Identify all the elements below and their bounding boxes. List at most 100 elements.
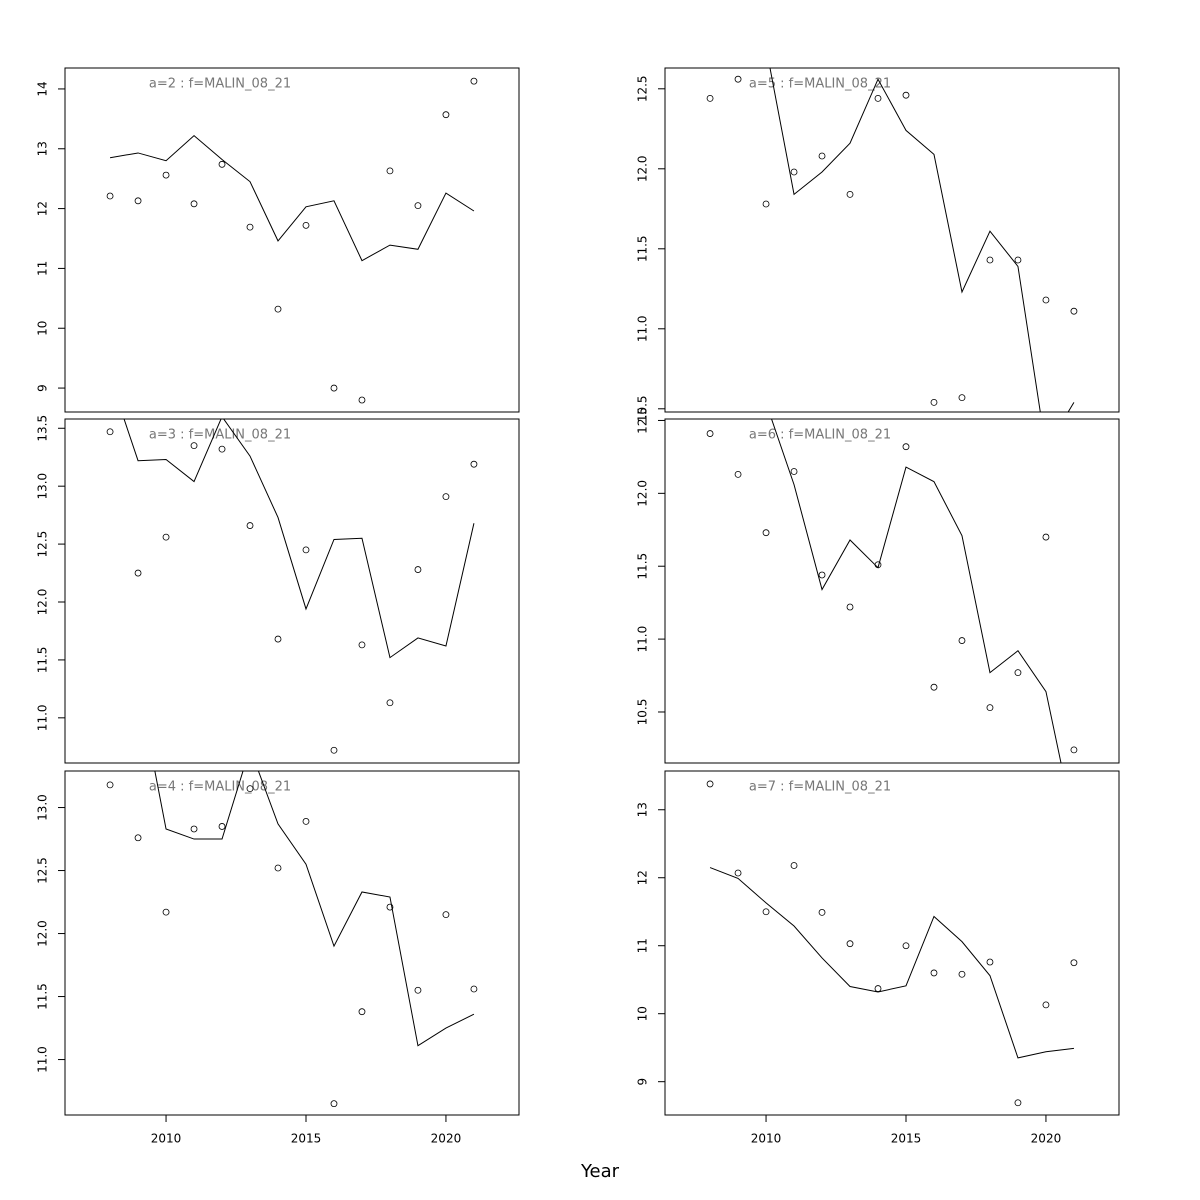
- x-tick-label: 2015: [291, 1132, 322, 1146]
- panel-title: a=7 : f=MALIN_08_21: [749, 780, 891, 795]
- plot-area: [106, 771, 478, 1108]
- observed-point: [218, 445, 226, 453]
- plot-area: [106, 77, 478, 404]
- observed-point: [706, 95, 714, 102]
- y-tick-label: 12.5: [636, 75, 650, 102]
- y-tick-label: 13.5: [36, 415, 50, 442]
- observed-point: [162, 533, 170, 541]
- observed-point: [442, 911, 450, 919]
- y-tick-label: 11.5: [636, 553, 650, 580]
- observed-point: [986, 256, 994, 264]
- observed-point: [330, 384, 338, 392]
- x-tick-label: 2020: [431, 1132, 462, 1146]
- panel-title: a=3 : f=MALIN_08_21: [149, 428, 291, 443]
- observed-point: [134, 834, 142, 842]
- y-tick-label: 12.0: [636, 480, 650, 507]
- observed-point: [958, 394, 966, 402]
- observed-point: [734, 75, 742, 83]
- observed-point: [846, 940, 854, 948]
- observed-point: [986, 704, 994, 712]
- observed-point: [818, 909, 826, 916]
- observed-point: [790, 862, 798, 869]
- y-tick-label: 10.5: [636, 699, 650, 726]
- observed-point: [874, 95, 882, 102]
- observed-point: [134, 569, 142, 577]
- observed-point: [1042, 533, 1050, 541]
- observed-point: [846, 190, 854, 198]
- observed-point: [470, 985, 478, 993]
- y-tick-label: 10: [636, 1006, 650, 1021]
- observed-point: [274, 864, 282, 872]
- panel-frame: [64, 770, 520, 1116]
- fitted-line: [769, 68, 1075, 412]
- y-tick-label: 13.0: [36, 473, 50, 500]
- y-tick-label: 14: [36, 81, 50, 96]
- observed-point: [246, 522, 254, 529]
- observed-point: [246, 223, 254, 231]
- observed-point: [846, 603, 854, 611]
- observed-point: [106, 192, 114, 200]
- observed-point: [218, 160, 226, 168]
- plot-area: [706, 68, 1078, 412]
- panel-title: a=4 : f=MALIN_08_21: [149, 780, 291, 795]
- observed-point: [274, 635, 282, 643]
- y-tick-label: 12.5: [636, 407, 650, 434]
- observed-point: [330, 1100, 338, 1108]
- observed-point: [274, 305, 282, 313]
- fitted-line: [771, 419, 1062, 763]
- observed-point: [930, 398, 938, 406]
- y-tick-label: 11.0: [636, 626, 650, 653]
- observed-point: [902, 91, 910, 99]
- y-tick-label: 11.5: [636, 235, 650, 262]
- observed-point: [818, 152, 826, 160]
- observed-point: [246, 785, 254, 793]
- observed-point: [874, 985, 882, 992]
- observed-point: [818, 571, 826, 579]
- observed-point: [958, 970, 966, 978]
- observed-point: [1014, 256, 1022, 264]
- observed-point: [358, 1008, 366, 1016]
- y-tick-label: 11.0: [36, 704, 50, 731]
- y-tick-label: 12.0: [36, 589, 50, 616]
- panel-frame: [664, 67, 1120, 413]
- y-tick-label: 13: [36, 141, 50, 156]
- x-tick-label: 2010: [751, 1132, 782, 1146]
- observed-point: [386, 903, 394, 911]
- plot-area: [706, 780, 1078, 1107]
- panel-frame: [64, 418, 520, 764]
- observed-point: [706, 430, 714, 437]
- panel-title: a=2 : f=MALIN_08_21: [149, 77, 291, 92]
- observed-point: [790, 168, 798, 176]
- observed-point: [414, 566, 422, 573]
- panel-title: a=6 : f=MALIN_08_21: [749, 428, 891, 443]
- y-tick-label: 12: [36, 201, 50, 216]
- observed-point: [958, 637, 966, 644]
- observed-point: [162, 171, 170, 179]
- y-tick-label: 12.5: [36, 857, 50, 884]
- observed-point: [1014, 1099, 1022, 1107]
- fitted-line: [123, 419, 475, 659]
- observed-point: [986, 958, 994, 966]
- observed-point: [734, 869, 742, 877]
- panel-title: a=5 : f=MALIN_08_21: [749, 77, 891, 92]
- observed-point: [734, 470, 742, 478]
- observed-point: [902, 942, 910, 950]
- fitted-line: [109, 134, 475, 262]
- y-tick-label: 9: [636, 1078, 650, 1086]
- observed-point: [930, 683, 938, 691]
- y-tick-label: 11.0: [36, 1046, 50, 1073]
- observed-point: [874, 561, 882, 569]
- observed-point: [790, 468, 798, 475]
- x-axis-label: Year: [580, 1161, 620, 1182]
- observed-point: [762, 529, 770, 537]
- plot-area: [106, 419, 478, 754]
- observed-point: [442, 111, 450, 119]
- y-tick-label: 10.5: [636, 395, 650, 422]
- y-tick-label: 11.0: [636, 315, 650, 342]
- panel-frame: [664, 770, 1120, 1116]
- y-tick-label: 11: [36, 261, 50, 276]
- observed-point: [930, 969, 938, 977]
- y-tick-label: 12.5: [36, 531, 50, 558]
- observed-point: [106, 428, 114, 436]
- y-tick-label: 11.5: [36, 983, 50, 1010]
